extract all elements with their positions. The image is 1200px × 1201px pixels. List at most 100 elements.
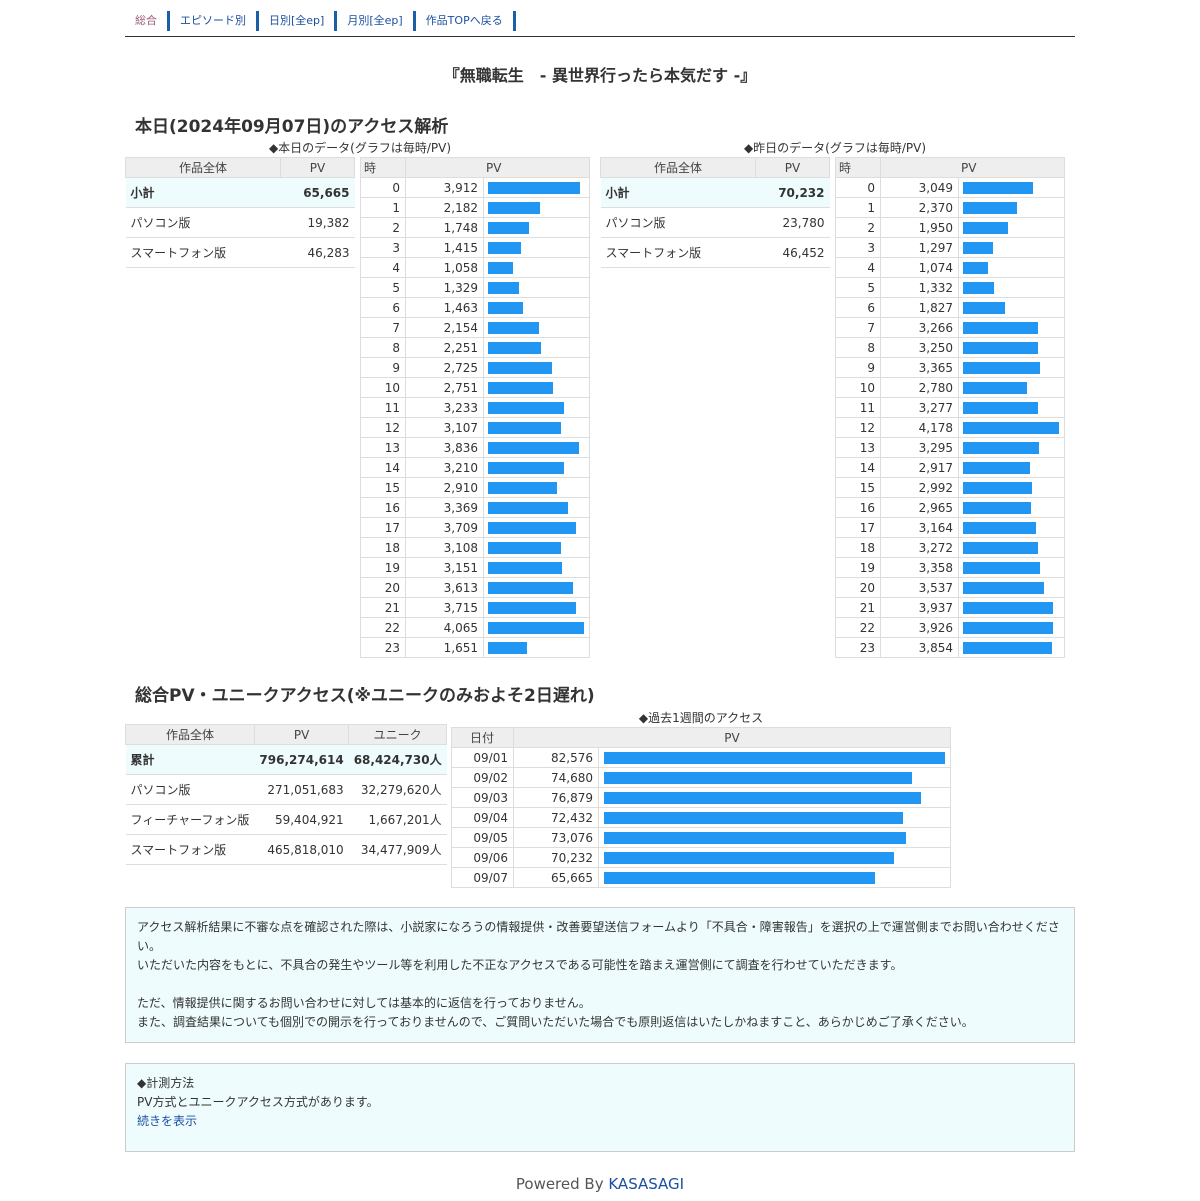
- hour: 13: [360, 437, 406, 458]
- pv-bar: [488, 621, 584, 634]
- pv-value: 2,725: [405, 357, 484, 378]
- bar-cell: [958, 577, 1065, 598]
- pv-value: 2,154: [405, 317, 484, 338]
- table-row: 2 1,748: [360, 217, 590, 238]
- table-row: 17 3,709: [360, 517, 590, 538]
- hour: 1: [360, 197, 406, 218]
- hour: 11: [835, 397, 881, 418]
- pv-bar: [604, 811, 904, 824]
- table-row: 13 3,295: [835, 437, 1065, 458]
- bar-cell: [483, 177, 590, 198]
- hour: 15: [835, 477, 881, 498]
- pv-value: 3,210: [405, 457, 484, 478]
- hour: 3: [360, 237, 406, 258]
- table-row: 6 1,463: [360, 297, 590, 318]
- hour: 17: [360, 517, 406, 538]
- pv-value: 271,051,683: [254, 774, 349, 805]
- pv-bar: [488, 301, 523, 314]
- table-row: 4 1,074: [835, 257, 1065, 278]
- pv-value: 3,715: [405, 597, 484, 618]
- column-header: 作品全体: [125, 157, 281, 178]
- bar-cell: [483, 537, 590, 558]
- kasasagi-link[interactable]: KASASAGI: [608, 1175, 685, 1193]
- pv-bar: [488, 341, 542, 354]
- table-row: 小計 65,665: [125, 177, 355, 208]
- pv-bar: [963, 481, 1032, 494]
- header-row: 日付 PV: [451, 727, 951, 748]
- total-heading: 総合PV・ユニークアクセス(※ユニークのみおよそ2日遅れ): [135, 686, 595, 706]
- pv-value: 4,065: [405, 617, 484, 638]
- pv-value: 1,332: [880, 277, 959, 298]
- pv-bar: [963, 401, 1039, 414]
- pv-bar: [963, 301, 1005, 314]
- table-row: スマートフォン版 465,818,010 34,477,909人: [125, 834, 447, 865]
- pv-value: 3,107: [405, 417, 484, 438]
- today-hourly-table: 時 PV 0 3,912 1 2,182 2 1,748 3 1,415 4 1,058 5 1,329 6…: [360, 157, 590, 658]
- header-row: 作品全体 PV: [600, 157, 830, 178]
- table-row: 9 3,365: [835, 357, 1065, 378]
- bar-cell: [483, 517, 590, 538]
- pv-value: 70,232: [755, 177, 830, 208]
- nav-link[interactable]: エピソード別: [170, 11, 259, 31]
- pv-value: 65,665: [280, 177, 355, 208]
- table-row: 23 3,854: [835, 637, 1065, 658]
- pv-value: 2,780: [880, 377, 959, 398]
- table-row: 19 3,151: [360, 557, 590, 578]
- pv-value: 3,233: [405, 397, 484, 418]
- row-label: スマートフォン版: [600, 237, 756, 268]
- pv-value: 3,108: [405, 537, 484, 558]
- bar-cell: [598, 807, 951, 828]
- pv-bar: [488, 461, 564, 474]
- pv-value: 2,910: [405, 477, 484, 498]
- bar-cell: [598, 847, 951, 868]
- weekly-table: 日付 PV 09/01 82,576 09/02 74,680 09/03 76,879 09/…: [451, 727, 951, 888]
- table-row: 小計 70,232: [600, 177, 830, 208]
- bar-cell: [958, 177, 1065, 198]
- nav-link[interactable]: 総合: [125, 11, 170, 31]
- notice-line: また、調査結果についても個別での開示を行っておりませんので、ご質問いただいた場合…: [137, 1015, 974, 1029]
- nav-link[interactable]: 日別[全ep]: [259, 11, 338, 31]
- bar-cell: [958, 597, 1065, 618]
- pv-bar: [488, 541, 562, 554]
- pv-value: 73,076: [513, 827, 599, 848]
- hour: 12: [360, 417, 406, 438]
- bar-cell: [598, 767, 951, 788]
- table-row: 22 4,065: [360, 617, 590, 638]
- bar-cell: [483, 297, 590, 318]
- pv-bar: [963, 241, 993, 254]
- pv-bar: [488, 441, 579, 454]
- unique-value: 34,477,909人: [348, 834, 447, 865]
- table-row: 7 2,154: [360, 317, 590, 338]
- pv-bar: [963, 601, 1054, 614]
- pv-value: 3,937: [880, 597, 959, 618]
- pv-value: 2,917: [880, 457, 959, 478]
- bar-cell: [958, 357, 1065, 378]
- pv-bar: [963, 381, 1027, 394]
- bar-cell: [483, 377, 590, 398]
- pv-bar: [963, 281, 994, 294]
- nav-link[interactable]: 月別[全ep]: [337, 11, 416, 31]
- pv-bar: [488, 221, 530, 234]
- bar-cell: [483, 497, 590, 518]
- pv-bar: [488, 381, 553, 394]
- hour: 5: [835, 277, 881, 298]
- bar-cell: [958, 237, 1065, 258]
- hour: 0: [360, 177, 406, 198]
- bar-cell: [958, 637, 1065, 658]
- nav-link[interactable]: 作品TOPへ戻る: [416, 11, 516, 31]
- hour: 19: [835, 557, 881, 578]
- bar-cell: [958, 297, 1065, 318]
- bar-cell: [483, 317, 590, 338]
- hour: 23: [835, 637, 881, 658]
- row-label: 小計: [600, 177, 756, 208]
- show-more-link[interactable]: 続きを表示: [137, 1114, 198, 1128]
- table-row: 16 3,369: [360, 497, 590, 518]
- pv-value: 3,926: [880, 617, 959, 638]
- hour: 14: [835, 457, 881, 478]
- hour: 21: [360, 597, 406, 618]
- table-row: 18 3,272: [835, 537, 1065, 558]
- pv-value: 76,879: [513, 787, 599, 808]
- table-row: 09/05 73,076: [451, 827, 951, 848]
- pv-value: 65,665: [513, 867, 599, 888]
- table-row: 15 2,910: [360, 477, 590, 498]
